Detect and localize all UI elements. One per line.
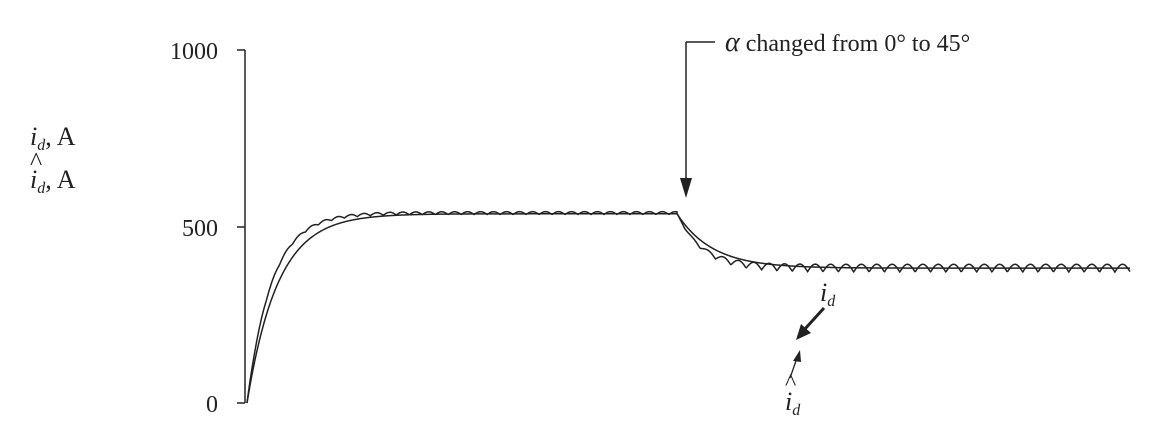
label-i-d-hat-symbol: i — [785, 387, 792, 416]
y-label-line-2: id, A — [30, 165, 76, 197]
label-i-d-arrow-head — [796, 324, 811, 340]
event-annotation: α changed from 0° to 45° — [680, 27, 970, 198]
y-tick-label-1000: 1000 — [170, 39, 218, 65]
y-label-2-unit: , A — [45, 165, 76, 194]
y-label-2-symbol: i — [30, 165, 37, 194]
event-annotation-text: α changed from 0° to 45° — [725, 27, 970, 58]
label-i-d-symbol: i — [820, 278, 827, 307]
label-i-d: id — [820, 278, 836, 310]
label-i-d-hat: id — [785, 387, 801, 419]
label-i-d-annotation: id — [796, 278, 836, 340]
y-label-2-sub: d — [37, 180, 46, 197]
y-label-1-unit: , A — [45, 122, 76, 151]
y-label-1-symbol: i — [30, 122, 37, 151]
y-tick-label-500: 500 — [182, 216, 218, 242]
y-label-line-1: id, A — [30, 122, 76, 154]
label-i-d-hat-hat: ^ — [785, 370, 796, 396]
series-i-d-hat-line — [246, 213, 1130, 404]
label-i-d-hat-arrow-head — [793, 350, 801, 362]
event-symbol: α — [725, 27, 741, 58]
event-arrow-shaft — [685, 41, 715, 180]
y-label-2-hat: ^ — [30, 147, 42, 176]
label-i-d-sub: d — [827, 293, 836, 310]
y-tick-label-0: 0 — [206, 392, 218, 418]
y-label-1-sub: d — [37, 137, 46, 154]
y-axis-label: id, A id, A ^ — [30, 122, 76, 197]
label-i-d-hat-sub: d — [792, 402, 801, 419]
series-i-d-line — [246, 210, 1131, 404]
label-i-d-arrow-shaft — [802, 306, 826, 332]
label-i-d-hat-annotation: id ^ — [785, 350, 801, 419]
event-arrow-head — [680, 178, 692, 198]
event-text: changed from 0° to 45° — [740, 31, 970, 57]
y-axis-line — [237, 49, 246, 404]
